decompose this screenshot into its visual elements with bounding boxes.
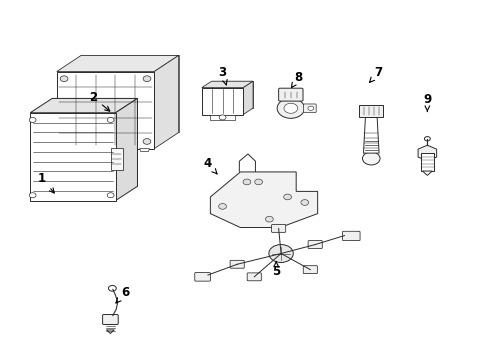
Circle shape [243, 179, 250, 185]
Polygon shape [106, 330, 114, 333]
Circle shape [268, 244, 293, 262]
FancyBboxPatch shape [194, 273, 210, 281]
FancyBboxPatch shape [230, 260, 244, 268]
Polygon shape [243, 81, 252, 114]
Circle shape [277, 98, 304, 118]
Circle shape [362, 152, 379, 165]
Circle shape [284, 103, 297, 113]
Text: 5: 5 [271, 262, 280, 278]
Polygon shape [101, 149, 110, 152]
FancyBboxPatch shape [307, 240, 322, 248]
Text: 6: 6 [116, 287, 129, 303]
Text: 1: 1 [38, 172, 54, 193]
Circle shape [143, 76, 151, 82]
Polygon shape [363, 117, 378, 153]
Circle shape [107, 117, 114, 122]
Circle shape [307, 106, 313, 111]
Polygon shape [81, 55, 178, 132]
Circle shape [108, 285, 116, 291]
Circle shape [29, 117, 36, 122]
Circle shape [143, 139, 151, 144]
Polygon shape [422, 171, 431, 175]
FancyBboxPatch shape [102, 315, 118, 324]
Polygon shape [417, 145, 436, 161]
Circle shape [300, 200, 308, 205]
Circle shape [219, 115, 225, 120]
Circle shape [254, 179, 262, 185]
Polygon shape [57, 72, 154, 149]
FancyBboxPatch shape [303, 266, 317, 274]
Text: 8: 8 [291, 71, 302, 87]
FancyBboxPatch shape [342, 231, 359, 240]
Circle shape [265, 216, 273, 222]
Text: 7: 7 [369, 66, 382, 82]
Polygon shape [210, 114, 235, 120]
Text: 4: 4 [203, 157, 217, 174]
Text: 3: 3 [218, 66, 227, 85]
FancyBboxPatch shape [271, 225, 285, 232]
Text: 9: 9 [422, 93, 430, 111]
Polygon shape [61, 149, 71, 152]
FancyBboxPatch shape [278, 88, 303, 101]
Circle shape [60, 139, 68, 144]
FancyBboxPatch shape [420, 153, 433, 171]
Polygon shape [57, 55, 178, 72]
Polygon shape [210, 172, 317, 228]
Polygon shape [30, 113, 115, 201]
Text: 2: 2 [89, 91, 109, 111]
Circle shape [218, 203, 226, 209]
FancyBboxPatch shape [303, 104, 316, 113]
Circle shape [29, 193, 36, 198]
Polygon shape [52, 98, 137, 186]
Circle shape [283, 194, 291, 200]
Circle shape [107, 193, 114, 198]
Polygon shape [202, 81, 252, 87]
FancyBboxPatch shape [246, 273, 261, 281]
Polygon shape [211, 81, 252, 108]
Circle shape [60, 76, 68, 82]
Polygon shape [115, 98, 137, 201]
Polygon shape [202, 87, 243, 114]
Polygon shape [30, 98, 137, 113]
Circle shape [424, 136, 429, 141]
Polygon shape [358, 105, 383, 117]
Polygon shape [140, 149, 149, 152]
Polygon shape [154, 55, 178, 149]
Polygon shape [110, 148, 122, 170]
